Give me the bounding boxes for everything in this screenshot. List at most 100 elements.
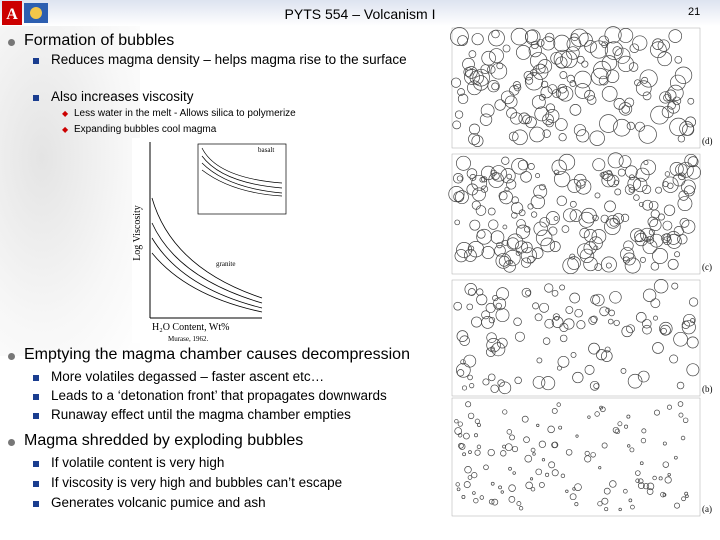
bubble xyxy=(530,40,539,50)
page-number: 21 xyxy=(688,6,701,18)
bubble xyxy=(569,200,577,208)
bubble xyxy=(520,171,532,183)
bubble xyxy=(513,317,522,326)
bubble xyxy=(563,208,577,223)
bubble xyxy=(662,176,679,193)
bubble xyxy=(456,175,463,182)
bubble xyxy=(467,288,476,296)
bubble xyxy=(634,232,648,247)
bubble xyxy=(463,67,474,77)
bubble xyxy=(513,83,522,92)
bubble xyxy=(617,55,634,72)
bubble xyxy=(518,209,526,217)
bubble xyxy=(677,401,684,407)
bubble xyxy=(569,209,583,222)
bubble xyxy=(600,406,606,413)
bubble xyxy=(606,214,620,229)
bubble xyxy=(553,216,559,221)
bubble xyxy=(605,262,612,269)
item-text: Runaway effect until the magma chamber e… xyxy=(51,407,351,422)
bubble xyxy=(466,168,478,179)
bubble xyxy=(640,437,647,444)
bubble xyxy=(520,257,532,268)
bullet xyxy=(33,461,39,467)
bubble xyxy=(471,175,488,191)
bubble xyxy=(515,250,521,256)
bubble xyxy=(535,468,543,476)
bubble xyxy=(476,228,492,245)
bubble xyxy=(503,260,516,273)
bubble xyxy=(458,442,464,449)
bubble xyxy=(525,116,537,129)
bubble xyxy=(468,245,475,252)
bubble xyxy=(658,476,663,481)
bubble xyxy=(664,89,677,102)
bullet xyxy=(33,394,39,400)
bubble xyxy=(679,217,690,228)
bubble xyxy=(521,287,532,298)
bullet xyxy=(33,413,39,419)
bubble xyxy=(634,79,641,87)
bubble xyxy=(471,33,484,46)
bubble xyxy=(604,507,609,512)
bubble xyxy=(496,62,504,70)
bubble xyxy=(538,440,547,448)
bubble xyxy=(663,93,671,102)
bubble xyxy=(472,187,486,202)
bubble xyxy=(557,85,574,102)
bubble xyxy=(614,188,622,196)
bubble xyxy=(551,469,559,477)
bubble xyxy=(463,432,470,440)
bubble xyxy=(456,330,469,342)
bubble xyxy=(504,95,518,109)
bubble xyxy=(530,486,536,492)
bullet xyxy=(33,481,39,487)
bubble xyxy=(646,482,655,491)
bubble xyxy=(500,450,507,457)
subitem-text: Expanding bubbles cool magma xyxy=(74,124,217,135)
bubble xyxy=(498,485,502,490)
bubble xyxy=(650,209,660,219)
bubble xyxy=(502,409,508,415)
bubble xyxy=(487,207,496,216)
bullet: ◆ xyxy=(62,125,69,134)
bullet xyxy=(33,501,39,507)
bubble xyxy=(625,165,638,179)
bubble xyxy=(676,381,685,390)
bubble xyxy=(575,178,592,195)
bubble xyxy=(662,236,672,246)
bubble xyxy=(536,357,543,364)
bubble xyxy=(618,28,634,43)
section-heading: Magma shredded by exploding bubbles xyxy=(24,432,304,449)
bubble xyxy=(603,487,611,495)
bubble xyxy=(604,200,616,213)
bubble xyxy=(620,213,630,223)
bubble xyxy=(589,130,605,146)
bubble xyxy=(553,34,571,52)
bubble xyxy=(481,50,496,66)
bubble xyxy=(452,120,462,130)
bubble xyxy=(510,27,529,46)
bubble xyxy=(476,444,482,449)
bubble xyxy=(633,194,640,201)
bubble xyxy=(467,412,475,420)
bubble xyxy=(551,441,558,449)
bubble xyxy=(629,43,640,54)
bubble xyxy=(556,87,569,100)
bubble xyxy=(527,163,535,171)
bubble xyxy=(527,203,534,210)
bubble xyxy=(541,36,556,51)
bubble xyxy=(653,315,658,321)
bubble xyxy=(479,495,485,500)
bubble xyxy=(496,287,509,301)
bubble xyxy=(685,116,697,128)
bubble xyxy=(591,229,607,244)
bubble xyxy=(609,217,619,227)
bubble xyxy=(590,315,598,323)
section-heading: Emptying the magma chamber causes decomp… xyxy=(24,346,410,363)
bubble xyxy=(473,75,489,91)
bubble xyxy=(592,158,606,172)
bubble xyxy=(642,324,652,335)
bubble xyxy=(684,491,689,496)
bubble xyxy=(467,374,473,381)
